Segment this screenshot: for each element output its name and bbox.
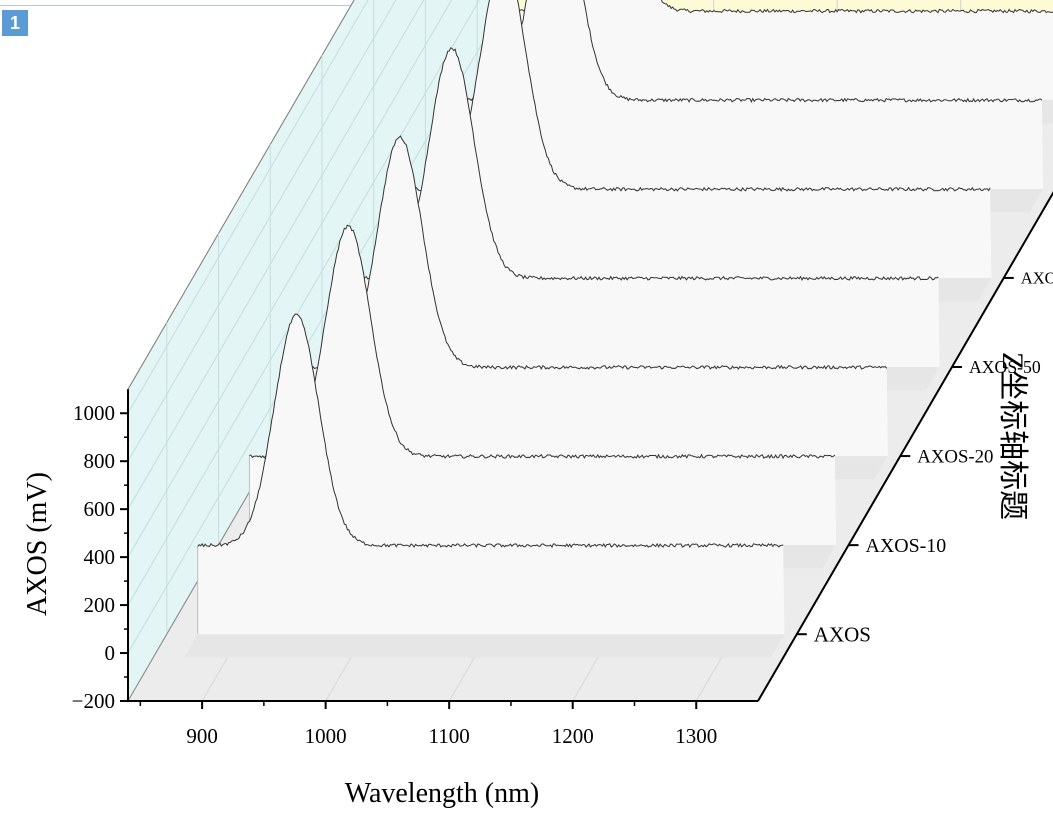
chart-number-badge: 1: [2, 10, 28, 36]
z-tick-label: AXOS-20: [917, 447, 993, 468]
x-tick-label: 1100: [429, 724, 470, 748]
ribbon-fill: [352, 47, 940, 368]
ribbon-fill: [249, 225, 837, 546]
series-ribbon-axos: [184, 313, 785, 658]
x-tick-label: 1300: [675, 724, 717, 748]
x-axis-label: Wavelength (nm): [345, 778, 539, 809]
ribbon-fill: [301, 136, 888, 457]
series-line-axos-10: [249, 224, 836, 460]
x-tick-label: 1200: [552, 724, 594, 748]
series-ribbons: [184, 0, 1053, 658]
series-line-axos-1000: [507, 0, 1053, 14]
y-tick-label: 0: [105, 641, 116, 665]
ribbon-fill: [456, 0, 1044, 189]
y-tick-label: 800: [84, 449, 116, 473]
z-tick-label: AXOS-50: [969, 357, 1041, 377]
series-line-axos-50: [352, 47, 939, 281]
series-line-axos-200: [455, 0, 1043, 103]
z-tick-label: AXOS-10: [866, 535, 947, 557]
x-tick-label: 1000: [305, 724, 347, 748]
ribbon-fill: [197, 314, 785, 635]
y-tick-label: 200: [84, 593, 116, 617]
y-tick-label: 400: [84, 545, 116, 569]
x-tick-label: 900: [186, 724, 218, 748]
y-tick-label: −200: [72, 689, 115, 713]
series-line-axos-20: [300, 135, 888, 371]
y-axis-label: AXOS (mV): [22, 472, 53, 616]
z-axis-label: Z坐标轴标题: [996, 352, 1029, 520]
ribbon-floor-strip: [184, 634, 785, 658]
y-tick-label: 600: [84, 497, 116, 521]
chart-axes: −200 0 200 400 600 800 1000 900 1000 1100 1200 1300…: [72, 191, 1053, 748]
ribbon-fill: [508, 0, 1053, 100]
series-line-axos: [197, 313, 784, 549]
z-tick-label: AXOS: [814, 623, 871, 647]
y-tick-label: 1000: [73, 401, 115, 425]
series-line-axos-100: [404, 0, 991, 192]
z-tick-label: AXOS-100: [1021, 269, 1053, 288]
ribbon-fill: [404, 0, 992, 278]
